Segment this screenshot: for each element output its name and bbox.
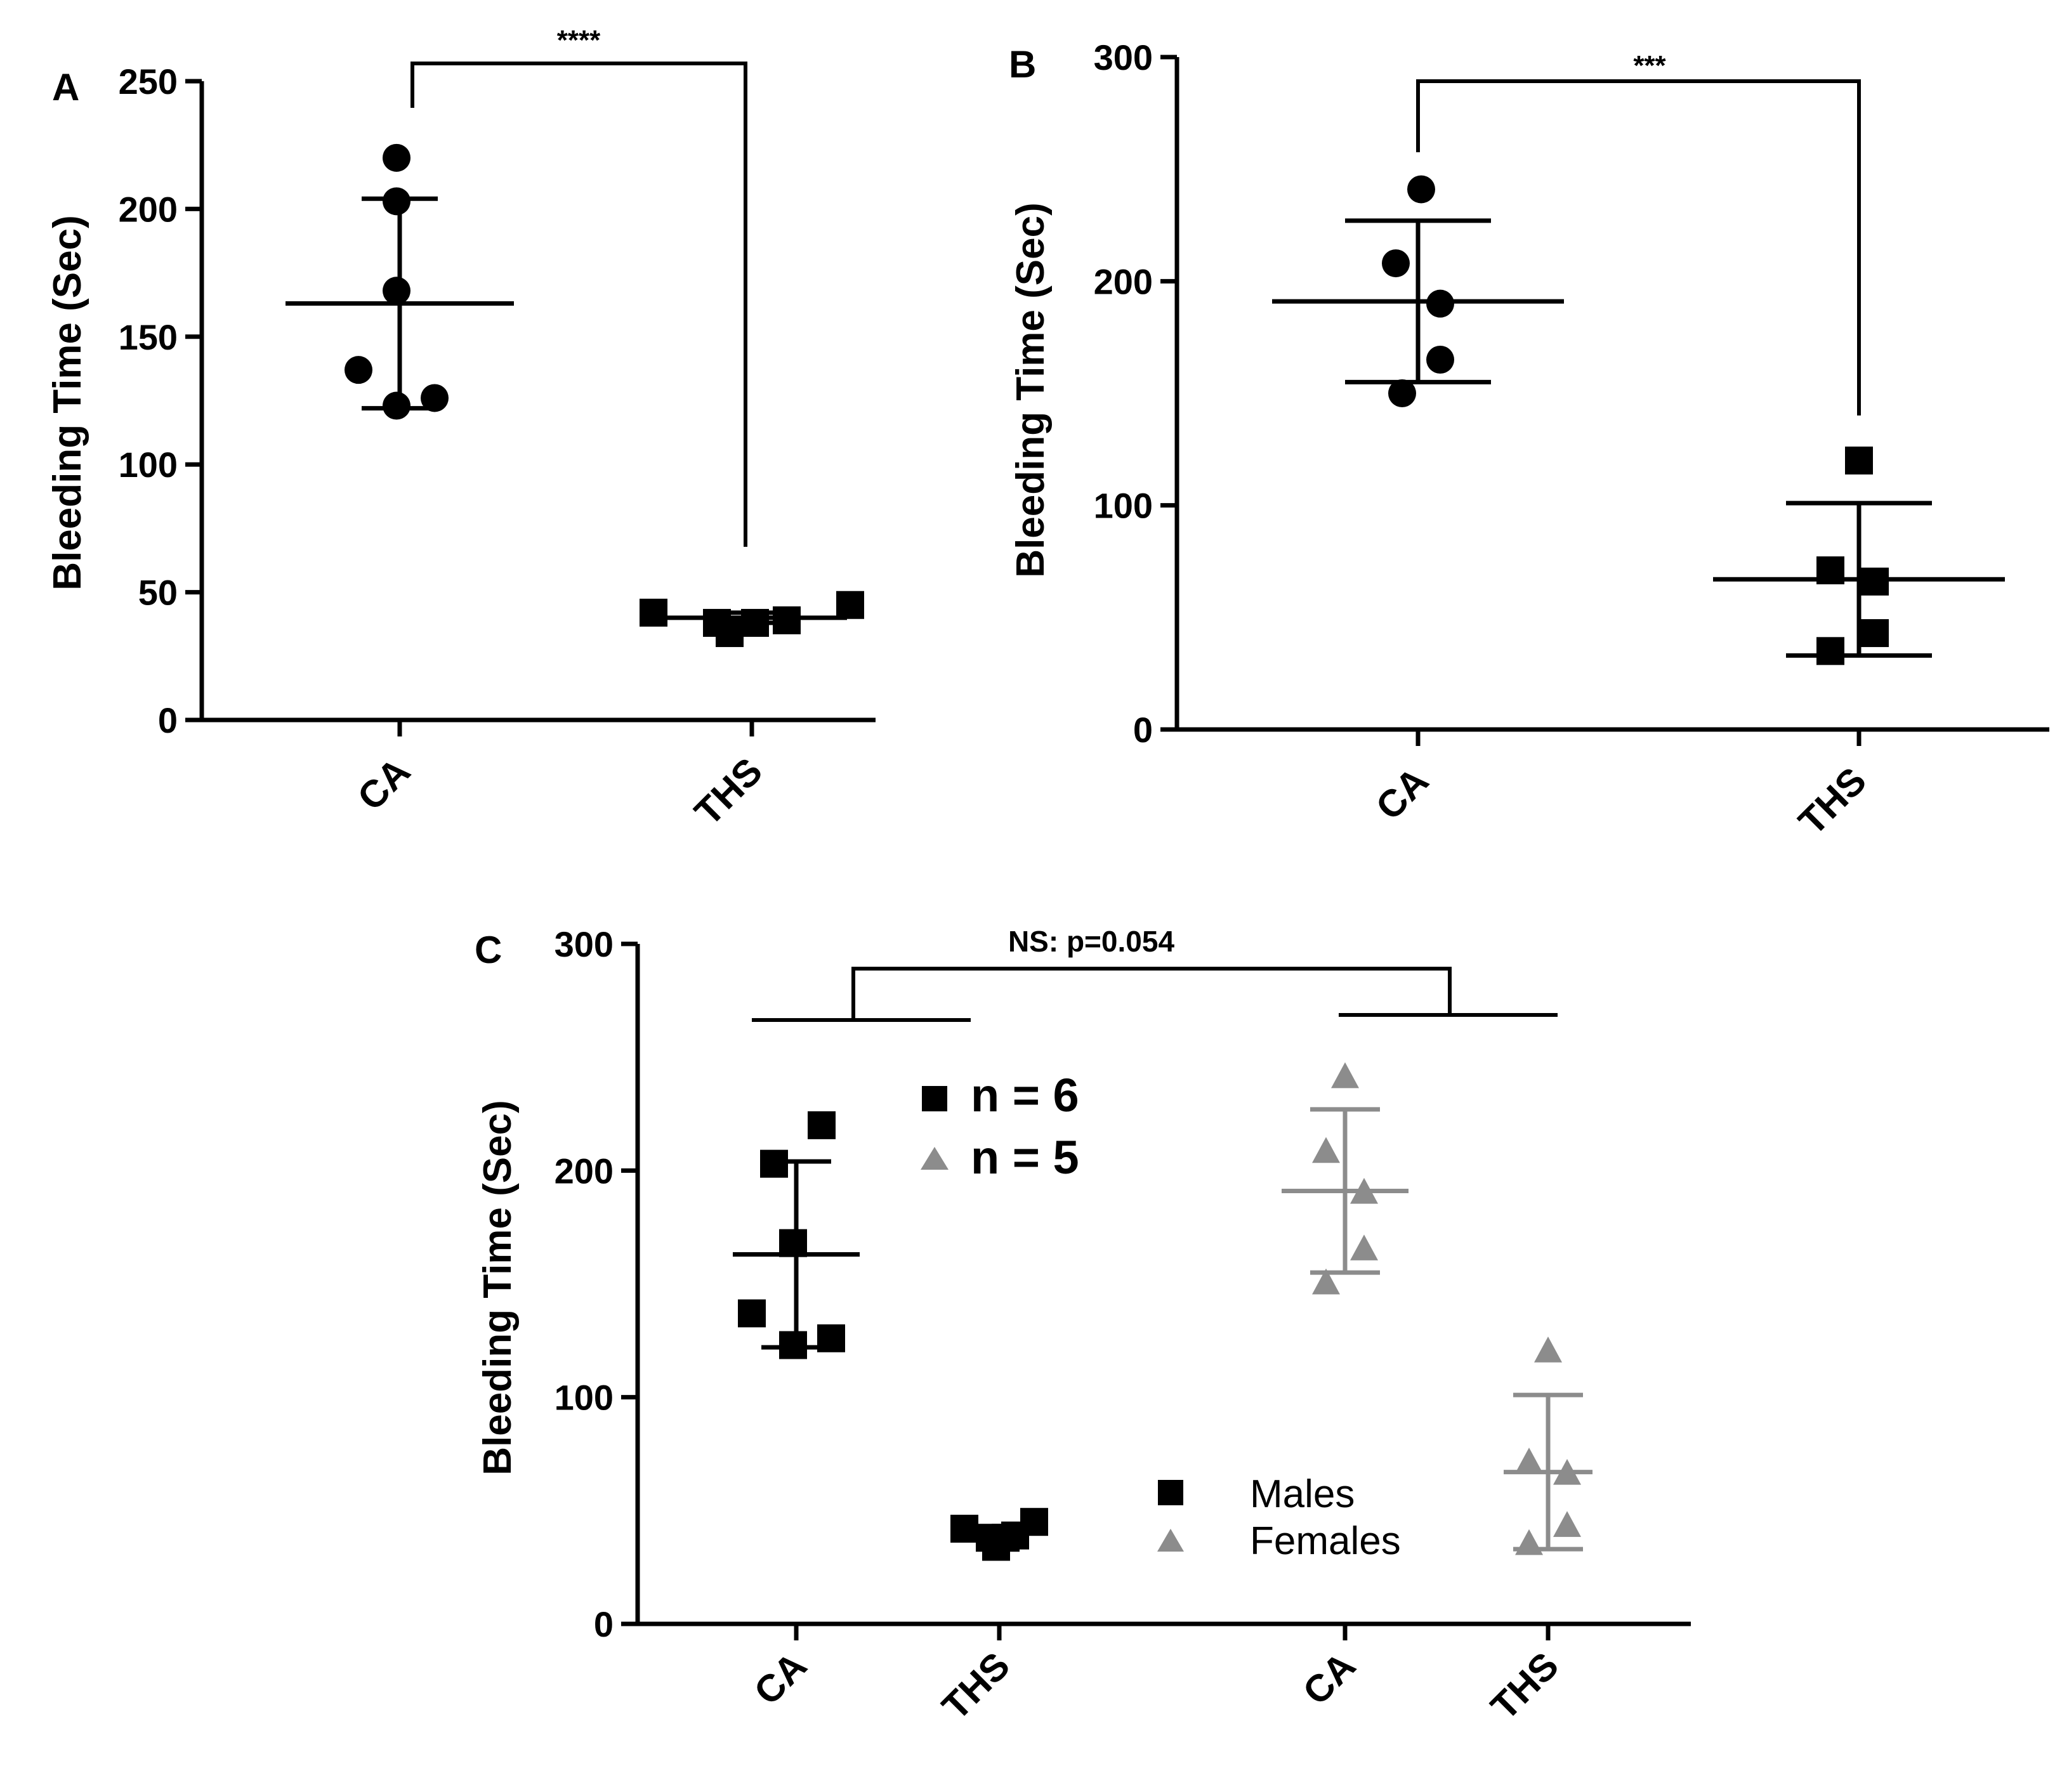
data-point bbox=[1426, 289, 1454, 318]
data-point bbox=[421, 384, 449, 412]
panel-b-significance-label: *** bbox=[1633, 50, 1666, 81]
significance-bracket bbox=[1416, 79, 1861, 415]
data-point bbox=[779, 1229, 807, 1257]
data-point bbox=[1534, 1337, 1562, 1363]
y-tick-label-100: 100 bbox=[1094, 486, 1153, 526]
panel-b-letter: B bbox=[1009, 43, 1036, 86]
panel-a-plot: 0 50 100 150 200 250 bbox=[119, 62, 876, 740]
data-point bbox=[1861, 567, 1889, 596]
data-point bbox=[1845, 447, 1873, 474]
panel-c-plot: 0 100 200 300 bbox=[555, 924, 1691, 1644]
data-point bbox=[1331, 1062, 1359, 1089]
count-square-icon bbox=[922, 1086, 947, 1111]
data-point bbox=[1553, 1511, 1581, 1537]
data-point bbox=[1020, 1508, 1048, 1536]
y-tick-label-200: 200 bbox=[1094, 261, 1153, 301]
ns-bracket bbox=[851, 967, 1452, 1020]
series-ths bbox=[640, 591, 864, 648]
data-point bbox=[1312, 1137, 1340, 1163]
series-ca bbox=[286, 143, 514, 420]
y-tick-label-100: 100 bbox=[119, 445, 178, 485]
data-point bbox=[836, 591, 864, 619]
data-point bbox=[1350, 1177, 1378, 1204]
data-point bbox=[760, 1149, 788, 1178]
panel-a-y-axis-title: Bleeding Time (Sec) bbox=[46, 215, 89, 590]
y-tick-label-200: 200 bbox=[119, 189, 178, 229]
data-point bbox=[1553, 1458, 1581, 1485]
y-tick-label-0: 0 bbox=[158, 700, 178, 740]
y-tick-label-100: 100 bbox=[555, 1378, 614, 1418]
data-point bbox=[640, 598, 667, 627]
data-point bbox=[383, 391, 410, 420]
y-tick-label-150: 150 bbox=[119, 317, 178, 357]
panel-a-letter: A bbox=[52, 66, 79, 108]
y-tick-label-300: 300 bbox=[1094, 37, 1153, 77]
data-point bbox=[1312, 1268, 1340, 1295]
data-point bbox=[779, 1331, 807, 1359]
data-point bbox=[773, 606, 801, 634]
data-point bbox=[383, 143, 410, 172]
y-tick-label-250: 250 bbox=[119, 62, 178, 101]
data-point bbox=[1515, 1448, 1543, 1474]
series-ca bbox=[1272, 175, 1564, 407]
data-point bbox=[345, 356, 372, 384]
data-point bbox=[1388, 379, 1416, 407]
data-point bbox=[741, 608, 769, 637]
data-point bbox=[808, 1111, 836, 1139]
count-males-label: n = 6 bbox=[971, 1069, 1079, 1122]
legend-females-label: Females bbox=[1250, 1519, 1401, 1563]
y-tick-label-300: 300 bbox=[555, 924, 614, 964]
data-point bbox=[716, 619, 744, 648]
significance-bracket bbox=[410, 62, 747, 547]
series-males-ths bbox=[950, 1508, 1048, 1561]
data-point bbox=[1350, 1234, 1378, 1260]
series-males-ca bbox=[733, 1111, 860, 1359]
data-point bbox=[1515, 1529, 1543, 1555]
panel-b-y-axis-title: Bleeding Time (Sec) bbox=[1009, 202, 1053, 577]
panel-c-significance-label: NS: p=0.054 bbox=[1008, 925, 1174, 958]
series-females-ca bbox=[1282, 1062, 1409, 1295]
data-point bbox=[1407, 175, 1435, 204]
y-tick-label-200: 200 bbox=[555, 1151, 614, 1191]
data-point bbox=[383, 187, 410, 216]
data-point bbox=[1426, 346, 1454, 374]
legend-square-icon bbox=[1158, 1480, 1183, 1505]
y-tick-label-50: 50 bbox=[138, 573, 178, 613]
data-point bbox=[383, 277, 410, 305]
legend-triangle-icon bbox=[1157, 1529, 1184, 1552]
count-triangle-icon bbox=[921, 1147, 949, 1170]
series-ths bbox=[1713, 447, 2005, 665]
count-females-label: n = 5 bbox=[971, 1131, 1079, 1184]
data-point bbox=[1861, 619, 1889, 648]
panel-b-plot: 0 100 200 300 bbox=[1094, 37, 2049, 750]
data-point bbox=[1816, 637, 1844, 665]
data-point bbox=[738, 1299, 766, 1328]
y-tick-label-0: 0 bbox=[594, 1604, 614, 1644]
data-point bbox=[950, 1514, 978, 1543]
legend-males-label: Males bbox=[1250, 1472, 1355, 1516]
panel-c-letter: C bbox=[475, 929, 502, 971]
data-point bbox=[1382, 249, 1410, 278]
panel-c-y-axis-title: Bleeding Time (Sec) bbox=[476, 1100, 520, 1475]
series-females-ths bbox=[1504, 1337, 1592, 1555]
panel-a-significance-label: **** bbox=[557, 25, 601, 56]
data-point bbox=[817, 1324, 845, 1352]
y-tick-label-0: 0 bbox=[1133, 710, 1153, 750]
data-point bbox=[1816, 556, 1844, 585]
